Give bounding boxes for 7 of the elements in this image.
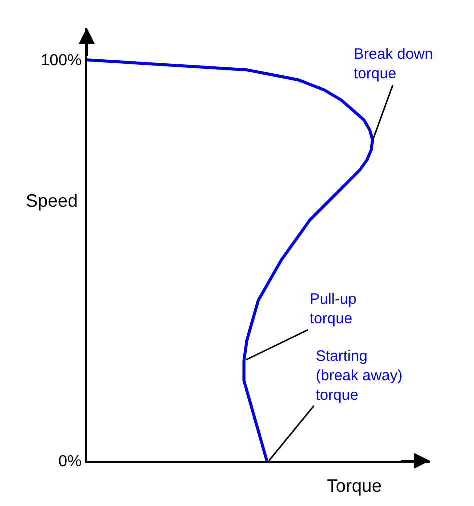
y-tick-label: 100% [40, 52, 82, 70]
y-tick-label: 0% [58, 454, 82, 471]
annotation: Pull-up torque [310, 291, 357, 328]
y-axis-title: Speed [26, 191, 78, 211]
annotation: Break down torque [354, 46, 434, 82]
x-axis-title: Torque [327, 476, 382, 496]
annotation: Starting (break away) torque [316, 348, 403, 404]
